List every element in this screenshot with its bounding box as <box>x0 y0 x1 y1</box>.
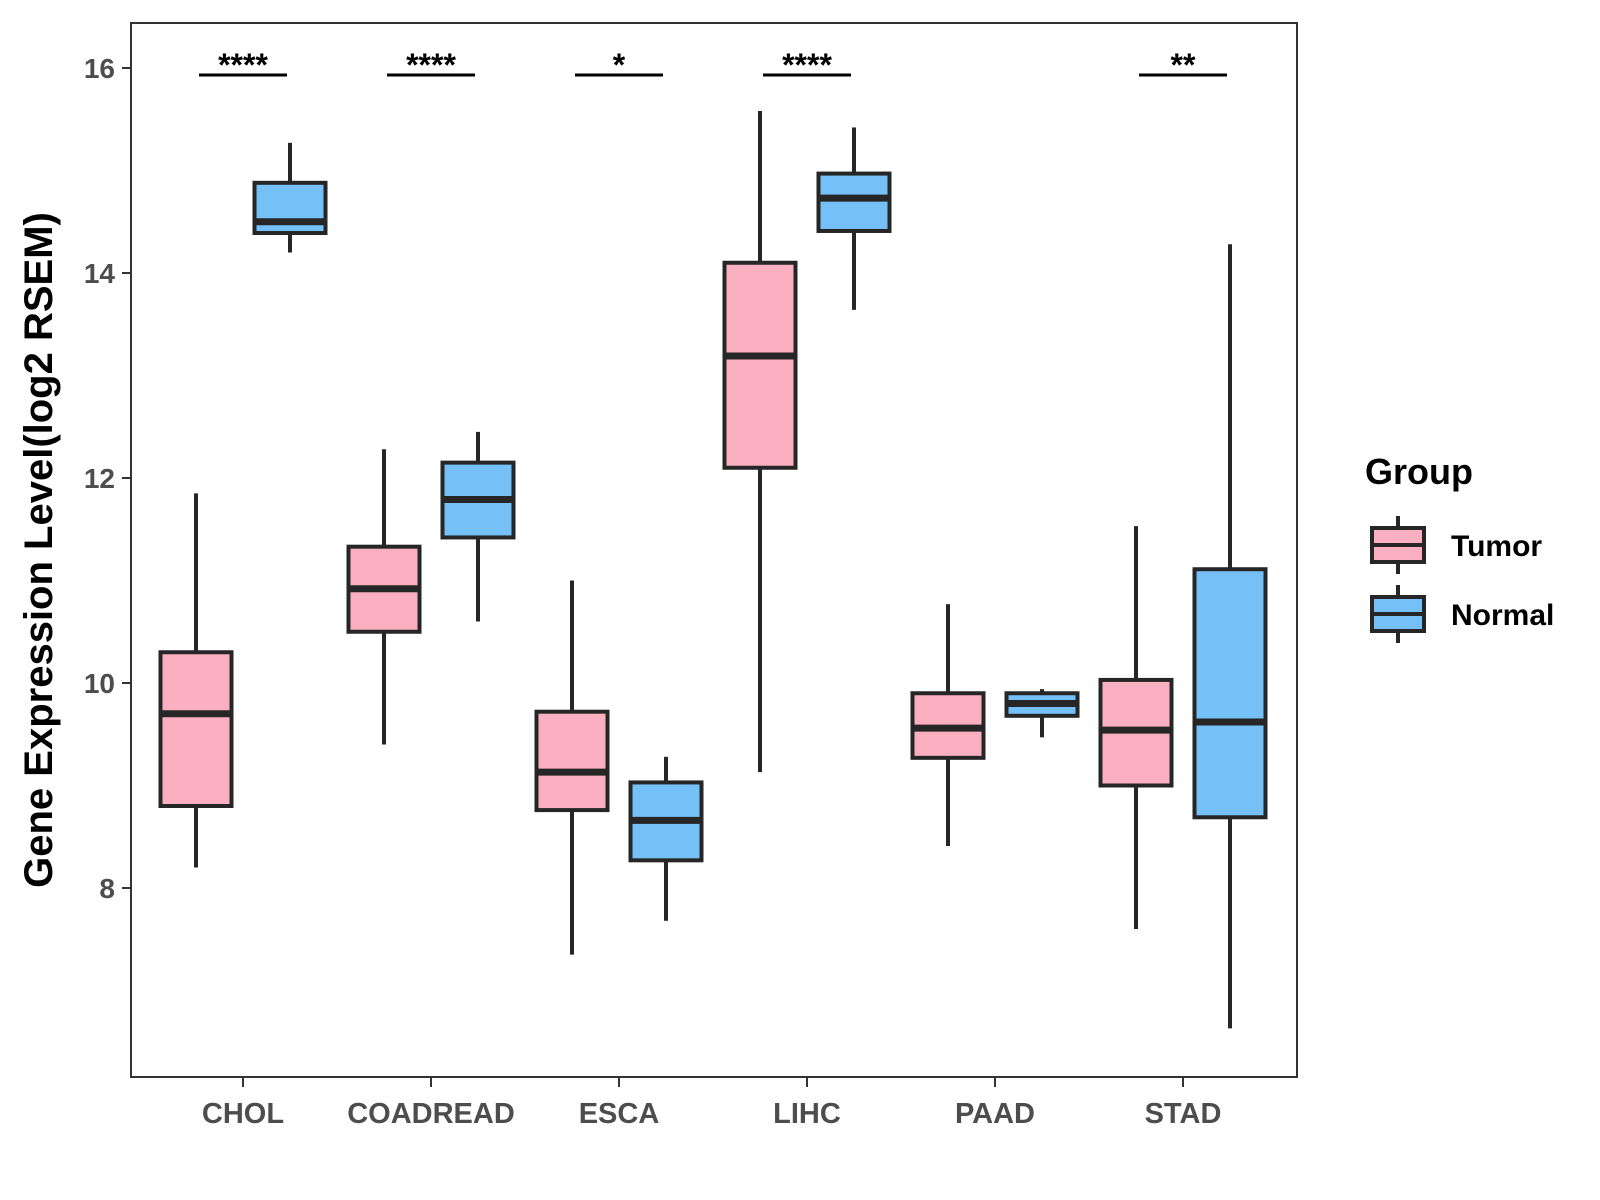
legend: Group Tumor Normal <box>1365 451 1554 643</box>
box-iqr <box>534 709 610 813</box>
box-normal-paad <box>1004 689 1080 738</box>
y-tick-label: 12 <box>84 463 115 494</box>
box-normal-stad <box>1192 244 1268 1029</box>
y-tick-label: 16 <box>84 53 115 84</box>
legend-item-tumor: Tumor <box>1370 516 1542 574</box>
legend-title: Group <box>1365 451 1473 492</box>
box-series <box>158 111 1268 1029</box>
y-axis: 8 10 12 14 16 <box>84 53 131 904</box>
box-iqr <box>252 180 328 236</box>
y-axis-title: Gene Expression Level(log2 RSEM) <box>17 212 61 888</box>
y-tick-label: 14 <box>84 258 116 289</box>
x-axis: CHOL COADREAD ESCA LIHC PAAD STAD <box>202 1077 1221 1130</box>
box-tumor-lihc <box>722 111 798 773</box>
x-tick-label-coadread: COADREAD <box>347 1098 515 1130</box>
significance-label: * <box>613 47 626 83</box>
legend-label: Tumor <box>1451 530 1542 563</box>
significance-label: **** <box>406 47 456 83</box>
significance-annotations: **** **** * **** ** <box>199 47 1227 83</box>
significance-label: ** <box>1171 47 1196 83</box>
box-tumor-esca <box>534 580 610 955</box>
box-normal-chol <box>252 142 328 253</box>
y-tick-label: 10 <box>84 668 115 699</box>
box-normal-coadread <box>440 431 516 622</box>
box-iqr <box>1192 567 1268 820</box>
box-iqr <box>816 171 892 233</box>
legend-label: Normal <box>1451 599 1554 632</box>
box-iqr <box>158 650 234 808</box>
x-tick-label-paad: PAAD <box>955 1098 1035 1130</box>
box-tumor-paad <box>910 604 986 846</box>
box-tumor-stad <box>1098 526 1174 929</box>
y-tick-label: 8 <box>99 873 115 904</box>
x-tick-label-stad: STAD <box>1145 1098 1222 1130</box>
box-normal-lihc <box>816 127 892 310</box>
significance-label: **** <box>218 47 268 83</box>
x-tick-label-chol: CHOL <box>202 1098 284 1130</box>
significance-label: **** <box>782 47 832 83</box>
x-tick-label-lihc: LIHC <box>773 1098 841 1130</box>
x-tick-label-esca: ESCA <box>579 1098 660 1130</box>
legend-item-normal: Normal <box>1370 585 1554 643</box>
box-tumor-chol <box>158 493 234 868</box>
box-iqr <box>722 260 798 470</box>
box-normal-esca <box>628 756 704 921</box>
box-tumor-coadread <box>346 449 422 745</box>
